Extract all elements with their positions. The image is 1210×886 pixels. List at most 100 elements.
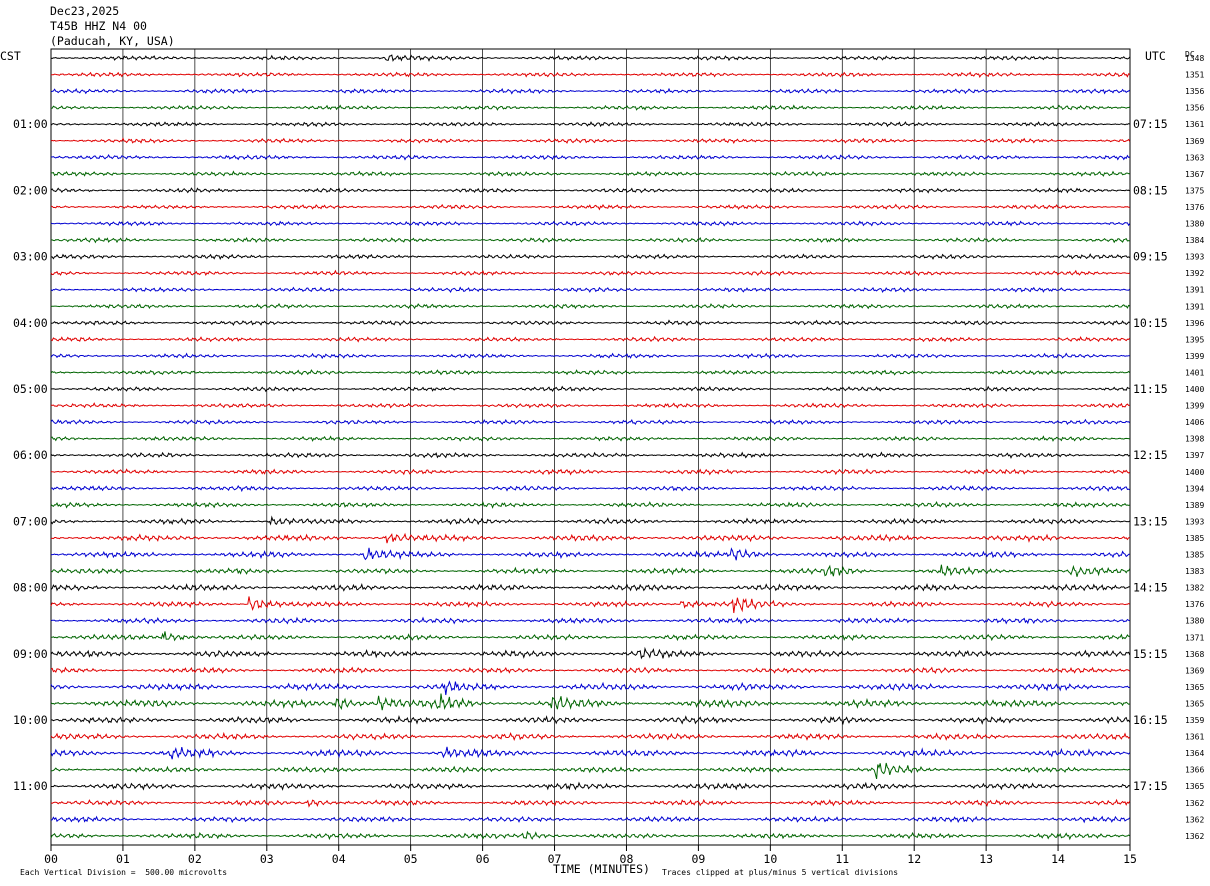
trace-row — [50, 418, 1131, 426]
trace-row — [50, 451, 1131, 459]
x-tick-label: 06 — [476, 852, 490, 866]
trace-row — [50, 798, 1131, 808]
dc-offset-label: 1394 — [1185, 484, 1204, 493]
trace-row — [50, 303, 1131, 310]
x-tick-label: 03 — [260, 852, 274, 866]
dc-offset-label: 1398 — [1185, 435, 1204, 444]
x-tick-label: 00 — [44, 852, 58, 866]
x-tick-label: 02 — [188, 852, 202, 866]
trace-row — [50, 501, 1130, 509]
x-tick-label: 10 — [763, 852, 777, 866]
trace-row — [51, 170, 1130, 177]
x-tick-label: 04 — [332, 852, 346, 866]
dc-offset-label: 1364 — [1185, 749, 1204, 758]
dc-offset-label: 1400 — [1185, 385, 1204, 394]
right-hour-label: 17:15 — [1133, 779, 1168, 793]
seismic-traces — [50, 54, 1131, 841]
right-hour-label: 07:15 — [1133, 117, 1168, 131]
trace-row — [51, 253, 1131, 260]
trace-row — [50, 746, 1131, 760]
trace-row — [50, 631, 1130, 642]
left-hour-label: 10:00 — [13, 713, 48, 727]
dc-offset-label: 1376 — [1185, 203, 1204, 212]
right-hour-label: 12:15 — [1133, 448, 1168, 462]
trace-row — [50, 187, 1131, 194]
dc-offset-label: 1367 — [1185, 170, 1204, 179]
dc-offset-label: 1384 — [1185, 236, 1204, 245]
dc-offset-label: 1365 — [1185, 683, 1204, 692]
trace-row — [50, 352, 1130, 360]
dc-offset-label: 1365 — [1185, 782, 1204, 791]
x-tick-label: 12 — [907, 852, 921, 866]
left-hour-label: 09:00 — [13, 647, 48, 661]
left-hour-label: 07:00 — [13, 514, 48, 528]
left-hour-label: 02:00 — [13, 183, 48, 197]
right-hour-label: 16:15 — [1133, 713, 1168, 727]
right-hour-label: 15:15 — [1133, 647, 1168, 661]
x-tick-label: 08 — [620, 852, 634, 866]
right-hour-label: 13:15 — [1133, 514, 1168, 528]
trace-row — [50, 335, 1131, 343]
trace-row — [50, 286, 1131, 294]
trace-row — [50, 203, 1130, 211]
axis-labels: 00 01 02 03 04 05 06 07 08 09 10 11 12 13 14 15 1348 1351… — [13, 54, 1204, 866]
trace-row — [51, 104, 1130, 111]
x-axis-title: TIME (MINUTES) — [553, 862, 650, 876]
dc-offset-label: 1375 — [1185, 186, 1204, 195]
dc-offset-label: 1362 — [1185, 799, 1204, 808]
x-tick-label: 15 — [1123, 852, 1137, 866]
left-hour-label: 04:00 — [13, 316, 48, 330]
left-hour-label: 11:00 — [13, 779, 48, 793]
dc-offset-label: 1389 — [1185, 501, 1204, 510]
trace-row — [51, 319, 1130, 327]
trace-row — [50, 137, 1131, 145]
trace-row — [50, 582, 1130, 592]
trace-row — [50, 532, 1130, 544]
trace-row — [50, 515, 1131, 526]
scale-note: Each Vertical Division = 500.00 microvol… — [20, 868, 227, 877]
trace-row — [50, 731, 1131, 742]
dc-offset-label: 1382 — [1185, 584, 1204, 593]
trace-row — [50, 616, 1130, 625]
dc-offset-label: 1363 — [1185, 153, 1204, 162]
dc-offset-label: 1359 — [1185, 716, 1204, 725]
left-hour-label: 06:00 — [13, 448, 48, 462]
dc-offset-label: 1356 — [1185, 87, 1204, 96]
trace-row — [50, 815, 1131, 824]
right-timezone-label: UTC — [1145, 49, 1166, 63]
dc-offset-label: 1396 — [1185, 319, 1204, 328]
x-tick-label: 09 — [691, 852, 705, 866]
right-hour-label: 14:15 — [1133, 581, 1168, 595]
trace-row — [51, 236, 1130, 244]
dc-offset-label: 1393 — [1185, 517, 1204, 526]
left-hour-label: 05:00 — [13, 382, 48, 396]
trace-row — [50, 762, 1130, 780]
trace-row — [50, 547, 1130, 561]
x-tick-label: 11 — [835, 852, 849, 866]
trace-row — [50, 269, 1130, 277]
trace-row — [50, 71, 1131, 78]
dc-offset-label: 1406 — [1185, 418, 1204, 427]
plot-frame — [50, 48, 1131, 846]
right-hour-label: 09:15 — [1133, 250, 1168, 264]
x-tick-label: 05 — [404, 852, 418, 866]
dc-offset-label: 1362 — [1185, 832, 1204, 841]
dc-offset-label: 1385 — [1185, 551, 1204, 560]
trace-row — [50, 596, 1131, 614]
trace-row — [51, 714, 1131, 726]
dc-offset-label: 1393 — [1185, 253, 1204, 262]
trace-row — [50, 564, 1131, 577]
dc-offset-label: 1348 — [1185, 54, 1204, 63]
dc-offset-label: 1391 — [1185, 302, 1204, 311]
header-date: Dec23,2025 — [50, 4, 120, 18]
dc-offset-label: 1400 — [1185, 468, 1204, 477]
dc-offset-label: 1369 — [1185, 666, 1204, 675]
trace-row — [50, 385, 1130, 393]
left-hour-label: 01:00 — [13, 117, 48, 131]
dc-offset-label: 1401 — [1185, 368, 1204, 377]
dc-offset-label: 1399 — [1185, 402, 1204, 411]
trace-row — [50, 435, 1130, 442]
dc-offset-label: 1383 — [1185, 567, 1204, 576]
trace-row — [51, 781, 1130, 791]
